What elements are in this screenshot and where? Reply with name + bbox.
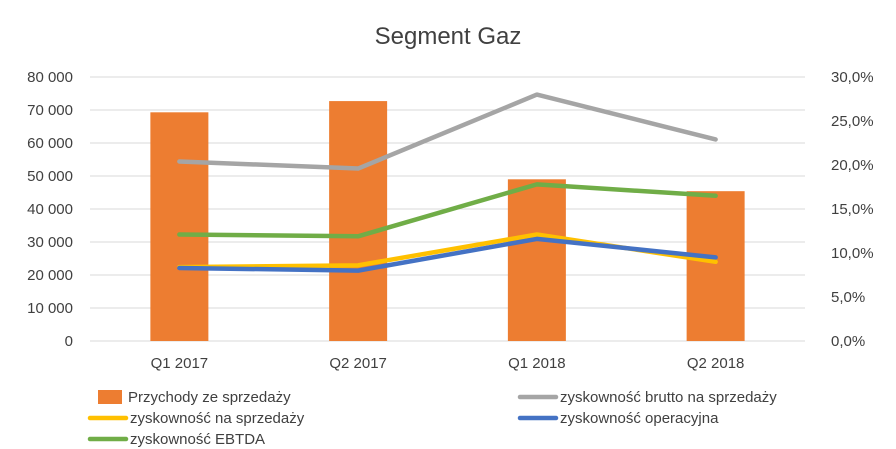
y-left-tick-label: 40 000	[27, 201, 73, 218]
series-line	[177, 92, 718, 171]
lines	[177, 92, 718, 273]
x-tick-label: Q2 2017	[329, 355, 387, 372]
y-left-tick-label: 80 000	[27, 69, 73, 86]
chart-title: Segment Gaz	[375, 23, 522, 50]
right-axis-ticks: 0,0% 5,0% 10,0% 15,0% 20,0% 25,0% 30,0%	[831, 69, 874, 350]
bar	[686, 191, 745, 341]
y-left-tick-label: 0	[65, 333, 73, 350]
series-line	[177, 236, 718, 273]
legend-label: Przychody ze sprzedaży	[128, 389, 291, 406]
legend-swatch	[98, 390, 122, 404]
legend-label: zyskowność brutto na sprzedaży	[560, 389, 777, 406]
bar	[150, 112, 209, 341]
y-right-tick-label: 25,0%	[831, 113, 874, 130]
y-left-tick-label: 20 000	[27, 267, 73, 284]
bars	[150, 101, 745, 341]
y-right-tick-label: 20,0%	[831, 157, 874, 174]
y-right-tick-label: 10,0%	[831, 245, 874, 262]
left-axis-ticks: 0 10 000 20 000 30 000 40 000 50 000 60 000 70 …	[27, 69, 73, 350]
y-right-tick-label: 30,0%	[831, 69, 874, 86]
y-left-tick-label: 50 000	[27, 168, 73, 185]
x-tick-label: Q2 2018	[687, 355, 745, 372]
y-left-tick-label: 30 000	[27, 234, 73, 251]
x-tick-label: Q1 2017	[151, 355, 209, 372]
legend-label: zyskowność na sprzedaży	[130, 410, 305, 427]
legend-label: zyskowność operacyjna	[560, 410, 719, 427]
y-right-tick-label: 15,0%	[831, 201, 874, 218]
legend-label: zyskowność EBTDA	[130, 431, 265, 448]
legend: Przychody ze sprzedaży zyskowność brutto …	[87, 389, 777, 448]
bar	[329, 101, 388, 341]
y-right-tick-label: 0,0%	[831, 333, 865, 350]
y-right-tick-label: 5,0%	[831, 289, 865, 306]
y-left-tick-label: 60 000	[27, 135, 73, 152]
x-tick-label: Q1 2018	[508, 355, 566, 372]
series-line	[177, 182, 718, 239]
x-axis-ticks: Q1 2017 Q2 2017 Q1 2018 Q2 2018	[151, 355, 745, 372]
y-left-tick-label: 10 000	[27, 300, 73, 317]
bar	[507, 179, 566, 341]
y-left-tick-label: 70 000	[27, 102, 73, 119]
